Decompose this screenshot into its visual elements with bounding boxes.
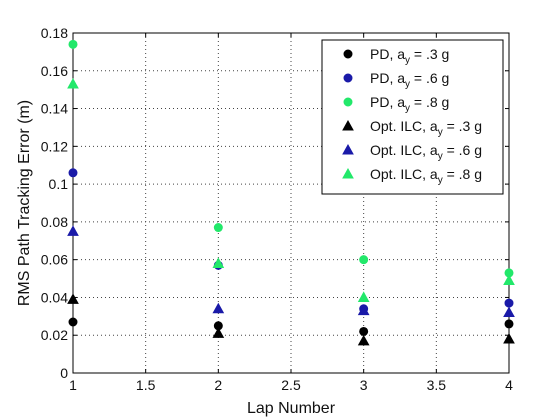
legend-marker [342,167,354,179]
y-axis: 0 0.02 0.04 0.06 0.08 0.1 0.12 0.14 0.16 0.18 [41,25,509,381]
opt-ilc-point [357,334,370,346]
y-tick-label: 0.08 [41,214,68,230]
y-tick-label: 0.14 [41,101,68,117]
pd-point [213,223,223,233]
y-tick-label: 0 [60,365,68,381]
pd-point [359,255,369,265]
pd-point [504,319,514,329]
x-tick-label: 3.5 [427,377,447,393]
x-tick-label: 2 [214,377,222,393]
y-tick-label: 0.06 [41,252,68,268]
legend-label: Opt. ILC, ay = .8 g [370,166,482,186]
y-tick-label: 0.18 [41,25,68,41]
x-tick-label: 4 [505,377,513,393]
legend: PD, ay = .3 g PD, ay = .6 g PD, ay = .8 g O… [321,39,504,195]
legend-marker [343,73,353,83]
legend-marker [343,49,353,59]
legend-label: PD, ay = .6 g [370,70,449,90]
opt-ilc-point [67,77,79,89]
x-axis: 1 1.5 2 2.5 3 3.5 4 [69,33,513,393]
x-tick-label: 1.5 [136,377,156,393]
y-tick-label: 0.04 [41,289,68,305]
y-tick-label: 0.1 [49,176,69,192]
y-axis-label: RMS Path Tracking Error (m) [16,100,33,306]
x-axis-label: Lap Number [247,400,336,417]
data-points [67,39,515,346]
opt-ilc-point [503,306,515,318]
opt-ilc-point [212,302,225,314]
opt-ilc-point [503,274,515,285]
legend-marker [342,119,354,131]
opt-ilc-point [67,293,79,304]
legend-label: Opt. ILC, ay = .6 g [370,142,482,162]
legend-box [321,39,504,195]
opt-ilc-point [67,225,79,236]
legend-label: PD, ay = .8 g [370,94,449,114]
x-tick-label: 1 [69,377,77,393]
opt-ilc-point [212,257,225,268]
legend-marker [342,143,354,155]
opt-ilc-point [503,332,515,344]
y-tick-label: 0.12 [41,138,68,154]
pd-point [359,326,369,336]
opt-ilc-point [357,304,370,316]
pd-point [504,298,514,308]
legend-marker [343,97,353,107]
legend-label: PD, ay = .3 g [370,46,449,66]
legend-label: Opt. ILC, ay = .3 g [370,118,482,138]
opt-ilc-point [357,291,370,302]
x-tick-label: 3 [360,377,368,393]
pd-point [68,317,78,327]
pd-point [68,39,78,49]
y-tick-label: 0.16 [41,63,68,79]
x-tick-label: 2.5 [281,377,301,393]
opt-ilc-point [212,327,225,338]
y-tick-label: 0.02 [41,327,68,343]
pd-point [68,168,78,178]
